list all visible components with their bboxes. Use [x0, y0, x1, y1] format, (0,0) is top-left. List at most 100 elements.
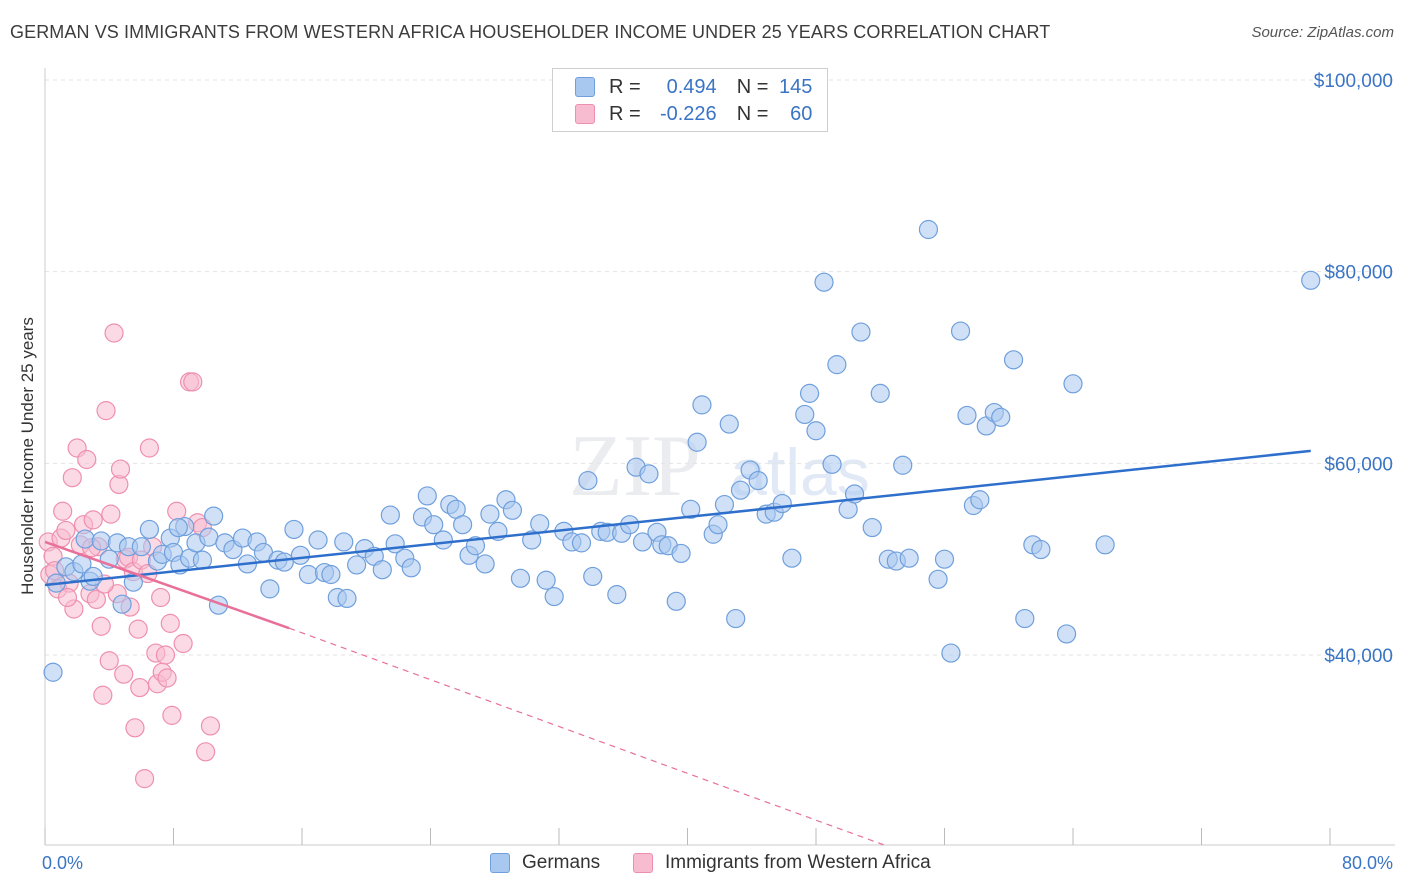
legend-swatch-immigrants — [575, 104, 595, 124]
germans-point — [799, 383, 820, 403]
germans-point — [465, 536, 486, 556]
immigrants-point — [93, 685, 113, 705]
legend-n-label: N = — [736, 75, 769, 98]
immigrants-point — [99, 651, 119, 671]
immigrants-point — [62, 468, 82, 488]
legend-row-immigrants: R = -0.226 N = 60 — [575, 101, 812, 127]
germans-point — [719, 414, 739, 434]
germans-point — [274, 552, 294, 572]
germans-point — [536, 570, 556, 590]
immigrants-point — [134, 769, 155, 789]
germans-point — [544, 586, 564, 607]
legend-n-value-immigrants: 60 — [790, 102, 813, 125]
watermark: ZIP atlas — [569, 418, 870, 515]
germans-point — [851, 322, 871, 342]
axes — [44, 68, 1395, 846]
germans-point — [424, 515, 444, 535]
germans-point — [1301, 270, 1321, 290]
immigrants-trend-extension — [288, 627, 884, 846]
germans-point — [708, 515, 728, 535]
germans-point — [298, 564, 319, 585]
legend-row-germans: R = 0.494 N = 145 — [575, 74, 812, 100]
x-ticks — [44, 828, 1331, 845]
germans-point — [401, 558, 421, 578]
germans-point — [782, 548, 802, 568]
germans-point — [714, 494, 735, 515]
germans-point — [168, 517, 188, 538]
germans-point — [43, 662, 63, 682]
germans-point — [822, 454, 842, 474]
legend-item-immigrants[interactable]: Immigrants from Western Africa — [633, 852, 931, 874]
germans-point — [308, 530, 328, 550]
correlation-legend: R = 0.494 N = 145 R = -0.226 N = 60 — [552, 68, 828, 132]
germans-point — [453, 515, 473, 535]
legend-label-germans: Germans — [522, 852, 601, 873]
germans-point — [433, 530, 453, 550]
germans-point — [870, 383, 890, 403]
germans-point — [991, 407, 1011, 427]
germans-point — [1056, 624, 1077, 644]
immigrants-point — [151, 587, 171, 608]
y-tick-label: $60,000 — [1324, 454, 1393, 475]
immigrants-point — [200, 716, 221, 736]
germans-point — [1015, 608, 1035, 629]
immigrants-point — [155, 645, 176, 665]
germans-point — [83, 566, 103, 587]
y-tick-labels: $40,000 $60,000 $80,000 $100,000 — [1314, 71, 1393, 667]
y-tick-label: $40,000 — [1324, 646, 1393, 667]
germans-point — [510, 568, 531, 588]
germans-point — [639, 464, 659, 484]
legend-n-label: N = — [736, 102, 769, 125]
germans-point — [681, 499, 701, 519]
germans-point — [502, 500, 523, 520]
immigrants-point — [57, 587, 78, 608]
germans-point — [671, 543, 691, 564]
germans-point — [632, 532, 653, 552]
legend-n-value-germans: 145 — [779, 75, 813, 98]
immigrants-point — [53, 501, 73, 521]
immigrants-point — [160, 613, 180, 633]
germans-point — [139, 519, 160, 540]
immigrants-point — [101, 504, 121, 524]
immigrants-point — [56, 520, 76, 541]
legend-r-value-germans: 0.494 — [666, 75, 717, 98]
germans-point — [970, 490, 990, 510]
legend-swatch-germans — [490, 853, 510, 873]
germans-point — [1063, 374, 1083, 394]
legend-r-value-immigrants: -0.226 — [659, 102, 717, 125]
immigrants-point — [173, 633, 193, 654]
germans-point — [814, 272, 834, 292]
germans-point — [290, 545, 310, 565]
immigrants-point — [86, 589, 107, 610]
immigrants-point — [130, 677, 150, 698]
germans-point — [795, 404, 815, 425]
legend-swatch-germans — [575, 77, 595, 97]
immigrants-point — [77, 449, 97, 470]
legend-swatch-immigrants — [633, 853, 653, 873]
germans-point — [726, 608, 746, 629]
immigrants-trend-line — [44, 540, 290, 630]
series-legend: Germans Immigrants from Western Africa — [0, 852, 1406, 878]
germans-point — [827, 355, 847, 375]
germans-point — [131, 537, 151, 557]
x-tick-labels: 0.0% 80.0% — [42, 853, 1393, 873]
germans-point — [1031, 539, 1051, 560]
legend-label-immigrants: Immigrants from Western Africa — [665, 852, 931, 873]
germans-point — [607, 585, 627, 605]
germans-point — [578, 470, 598, 491]
y-tick-label: $100,000 — [1314, 71, 1393, 92]
germans-point — [372, 560, 392, 580]
germans-point — [862, 517, 882, 538]
germans-point — [957, 405, 977, 426]
germans-point — [284, 519, 304, 540]
germans-point — [687, 432, 707, 452]
germans-point — [941, 643, 961, 663]
germans-points — [43, 219, 1321, 682]
germans-point — [380, 505, 400, 525]
legend-item-germans[interactable]: Germans — [490, 852, 600, 874]
immigrants-point — [125, 718, 145, 738]
germans-point — [934, 549, 955, 569]
germans-point — [583, 566, 603, 587]
source-label: Source: ZipAtlas.com — [1251, 24, 1394, 41]
immigrants-point — [128, 619, 148, 639]
